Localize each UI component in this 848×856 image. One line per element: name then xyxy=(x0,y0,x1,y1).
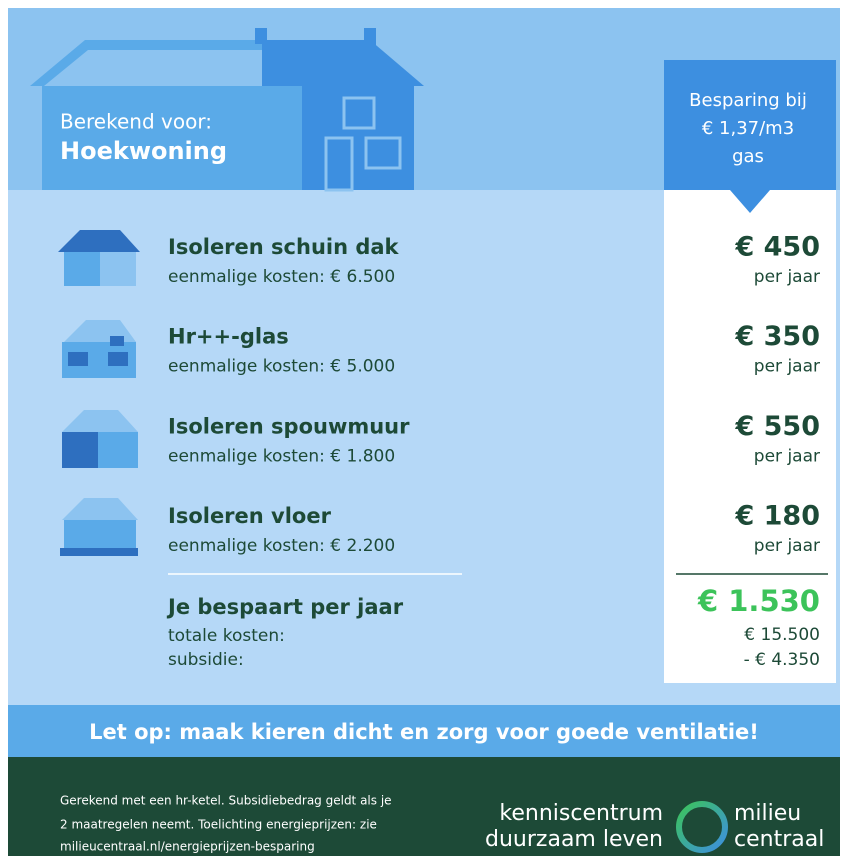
savings-header-line: € 1,37/m3 xyxy=(702,118,794,139)
footer-note: milieucentraal.nl/energieprijzen-bespari… xyxy=(60,840,315,854)
logo-text: milieu xyxy=(734,801,801,826)
item-unit: per jaar xyxy=(754,357,820,377)
item-saving: € 350 xyxy=(734,321,820,352)
logo-text: kenniscentrum xyxy=(499,801,663,826)
banner: Let op: maak kieren dicht en zorg voor g… xyxy=(89,720,759,744)
item-title: Isoleren spouwmuur xyxy=(168,414,410,438)
item-cost: eenmalige kosten: € 1.800 xyxy=(168,446,395,466)
header-house xyxy=(30,28,424,192)
savings-header-line: gas xyxy=(732,146,764,167)
item-unit: per jaar xyxy=(754,536,820,556)
logo-text: duurzaam leven xyxy=(485,827,663,852)
icon-wall xyxy=(62,410,138,468)
item-cost: eenmalige kosten: € 6.500 xyxy=(168,267,395,287)
total-value: € 15.500 xyxy=(744,625,820,645)
item-cost: eenmalige kosten: € 2.200 xyxy=(168,536,395,556)
item-cost: eenmalige kosten: € 5.000 xyxy=(168,357,395,377)
item-unit: per jaar xyxy=(754,267,820,287)
savings-pointer xyxy=(730,190,770,213)
total-saving: € 1.530 xyxy=(697,584,820,618)
total-title: Je bespaart per jaar xyxy=(166,595,404,619)
header-title: Hoekwoning xyxy=(60,137,227,165)
icon-roof xyxy=(58,230,140,286)
icon-glass xyxy=(62,320,136,378)
item-saving: € 450 xyxy=(734,232,820,263)
item-title: Isoleren vloer xyxy=(168,504,332,528)
footer-note: Gerekend met een hr-ketel. Subsidiebedra… xyxy=(60,794,392,808)
savings-header xyxy=(664,60,836,190)
savings-header-line: Besparing bij xyxy=(689,90,807,111)
item-unit: per jaar xyxy=(754,446,820,466)
icon-floor xyxy=(60,498,138,556)
item-saving: € 180 xyxy=(734,501,820,532)
header-label: Berekend voor: xyxy=(60,110,212,134)
logo-text: centraal xyxy=(734,827,824,852)
total-label: subsidie: xyxy=(168,650,244,670)
item-title: Hr++-glas xyxy=(168,325,289,349)
banner-bg xyxy=(8,705,840,757)
footer-note: 2 maatregelen neemt. Toelichting energie… xyxy=(60,818,377,832)
logo-ring xyxy=(676,801,728,853)
item-title: Isoleren schuin dak xyxy=(168,235,400,259)
total-label: totale kosten: xyxy=(168,626,285,646)
total-value: - € 4.350 xyxy=(744,650,820,670)
item-saving: € 550 xyxy=(734,411,820,442)
savings-column xyxy=(664,190,836,683)
